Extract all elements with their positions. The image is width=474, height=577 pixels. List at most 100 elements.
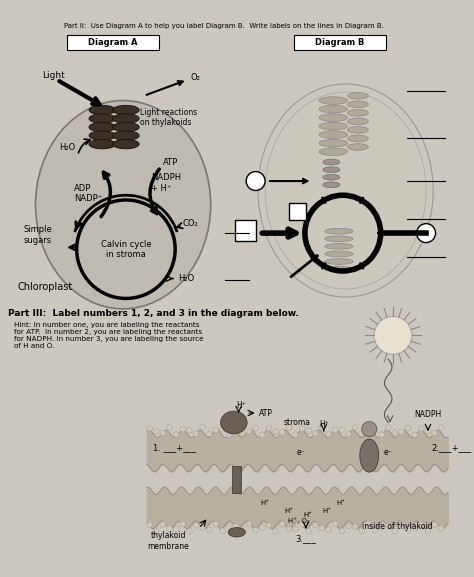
Ellipse shape bbox=[89, 122, 116, 132]
Ellipse shape bbox=[325, 243, 353, 249]
Ellipse shape bbox=[258, 84, 433, 297]
Ellipse shape bbox=[347, 135, 368, 142]
Ellipse shape bbox=[89, 131, 116, 140]
Ellipse shape bbox=[319, 97, 347, 104]
Ellipse shape bbox=[113, 105, 139, 115]
Ellipse shape bbox=[228, 527, 245, 537]
Circle shape bbox=[200, 524, 205, 530]
Circle shape bbox=[365, 521, 371, 527]
Ellipse shape bbox=[325, 236, 353, 242]
Ellipse shape bbox=[113, 131, 139, 140]
Circle shape bbox=[299, 426, 305, 432]
Bar bbox=[235, 220, 255, 241]
Ellipse shape bbox=[36, 100, 210, 309]
Text: H⁺: H⁺ bbox=[284, 508, 293, 514]
Ellipse shape bbox=[323, 167, 340, 173]
Circle shape bbox=[213, 521, 219, 527]
Circle shape bbox=[392, 430, 398, 435]
Text: Simple
sugars: Simple sugars bbox=[24, 225, 53, 245]
Text: Part II:  Use Diagram A to help you label Diagram B.  Write labels on the lines : Part II: Use Diagram A to help you label… bbox=[64, 23, 384, 29]
Text: ATP: ATP bbox=[258, 409, 273, 418]
Circle shape bbox=[253, 527, 258, 533]
Ellipse shape bbox=[113, 140, 139, 149]
Ellipse shape bbox=[347, 110, 368, 116]
Circle shape bbox=[379, 432, 384, 437]
Ellipse shape bbox=[347, 126, 368, 133]
Ellipse shape bbox=[347, 92, 368, 99]
Circle shape bbox=[173, 526, 179, 532]
Circle shape bbox=[339, 427, 345, 433]
Ellipse shape bbox=[325, 266, 353, 272]
Circle shape bbox=[359, 528, 365, 534]
Circle shape bbox=[279, 522, 285, 527]
Circle shape bbox=[372, 527, 378, 533]
Bar bbox=[289, 203, 306, 220]
Circle shape bbox=[425, 429, 431, 434]
Text: H₂O: H₂O bbox=[59, 144, 75, 152]
Text: H⁺, O₂: H⁺, O₂ bbox=[288, 518, 310, 524]
Circle shape bbox=[187, 428, 192, 433]
Text: NADPH: NADPH bbox=[414, 410, 442, 419]
Circle shape bbox=[405, 425, 411, 430]
Circle shape bbox=[273, 429, 278, 435]
Circle shape bbox=[419, 522, 424, 527]
Text: ATP: ATP bbox=[163, 158, 178, 167]
Text: Hint: In number one, you are labeling the reactants
for ATP.  In number 2, you a: Hint: In number one, you are labeling th… bbox=[14, 322, 204, 349]
Circle shape bbox=[226, 432, 232, 437]
Ellipse shape bbox=[347, 101, 368, 108]
Text: H⁺: H⁺ bbox=[303, 512, 312, 518]
Circle shape bbox=[374, 316, 412, 354]
Circle shape bbox=[299, 522, 305, 527]
Text: H⁺: H⁺ bbox=[337, 500, 346, 506]
Circle shape bbox=[346, 432, 351, 437]
Circle shape bbox=[385, 523, 391, 529]
Text: H⁺: H⁺ bbox=[261, 500, 270, 506]
Circle shape bbox=[246, 171, 265, 190]
Circle shape bbox=[365, 428, 371, 434]
Circle shape bbox=[246, 521, 252, 527]
Circle shape bbox=[266, 522, 272, 528]
Circle shape bbox=[233, 425, 238, 430]
Circle shape bbox=[206, 527, 212, 533]
Circle shape bbox=[253, 425, 258, 431]
Circle shape bbox=[160, 522, 166, 527]
Text: stroma: stroma bbox=[284, 418, 311, 427]
Circle shape bbox=[286, 526, 292, 532]
Circle shape bbox=[206, 431, 212, 437]
Circle shape bbox=[279, 430, 285, 436]
Circle shape bbox=[180, 522, 186, 527]
Circle shape bbox=[352, 425, 358, 430]
Circle shape bbox=[306, 529, 311, 534]
Circle shape bbox=[412, 432, 418, 437]
Ellipse shape bbox=[325, 228, 353, 234]
Circle shape bbox=[412, 526, 418, 531]
Circle shape bbox=[405, 527, 411, 532]
Circle shape bbox=[266, 425, 272, 431]
Text: 2.___+___: 2.___+___ bbox=[432, 444, 472, 452]
Text: Light reactions
on thylakoids: Light reactions on thylakoids bbox=[140, 108, 197, 128]
Ellipse shape bbox=[89, 114, 116, 123]
Circle shape bbox=[246, 429, 252, 434]
Ellipse shape bbox=[319, 114, 347, 121]
Circle shape bbox=[233, 523, 238, 529]
Text: inside of thylakoid: inside of thylakoid bbox=[363, 522, 433, 531]
Circle shape bbox=[167, 526, 173, 531]
Text: Light: Light bbox=[42, 72, 64, 80]
Circle shape bbox=[312, 430, 318, 436]
Text: e⁻: e⁻ bbox=[384, 448, 392, 458]
Circle shape bbox=[332, 521, 338, 527]
Circle shape bbox=[147, 425, 153, 431]
Circle shape bbox=[362, 422, 377, 437]
Circle shape bbox=[147, 522, 153, 528]
Circle shape bbox=[200, 424, 205, 430]
Circle shape bbox=[346, 523, 351, 529]
Circle shape bbox=[187, 529, 192, 534]
Text: e⁻: e⁻ bbox=[297, 448, 305, 458]
Circle shape bbox=[226, 523, 232, 529]
Text: 3.___: 3.___ bbox=[295, 534, 316, 543]
Circle shape bbox=[419, 426, 424, 431]
Circle shape bbox=[292, 526, 298, 531]
Circle shape bbox=[239, 430, 245, 436]
Circle shape bbox=[432, 522, 438, 527]
Circle shape bbox=[213, 428, 219, 433]
